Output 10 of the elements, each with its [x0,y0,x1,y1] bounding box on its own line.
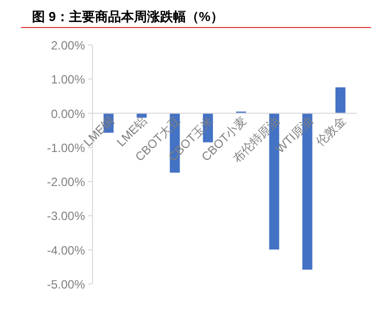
y-tick-label: -5.00% [46,278,86,292]
y-tick-label: -2.00% [46,175,86,190]
y-tick-label: -1.00% [46,140,86,155]
y-tick-label: 2.00% [50,38,86,52]
y-tick-label: -4.00% [46,243,86,258]
y-tick-label: -3.00% [46,209,86,224]
y-tick-label: 0.00% [50,106,86,121]
x-tick-label: 伦敦金 [313,114,349,149]
title: 图 9：主要商品本周涨跌幅（%） [32,9,224,24]
y-tick-label: 1.00% [50,72,86,87]
